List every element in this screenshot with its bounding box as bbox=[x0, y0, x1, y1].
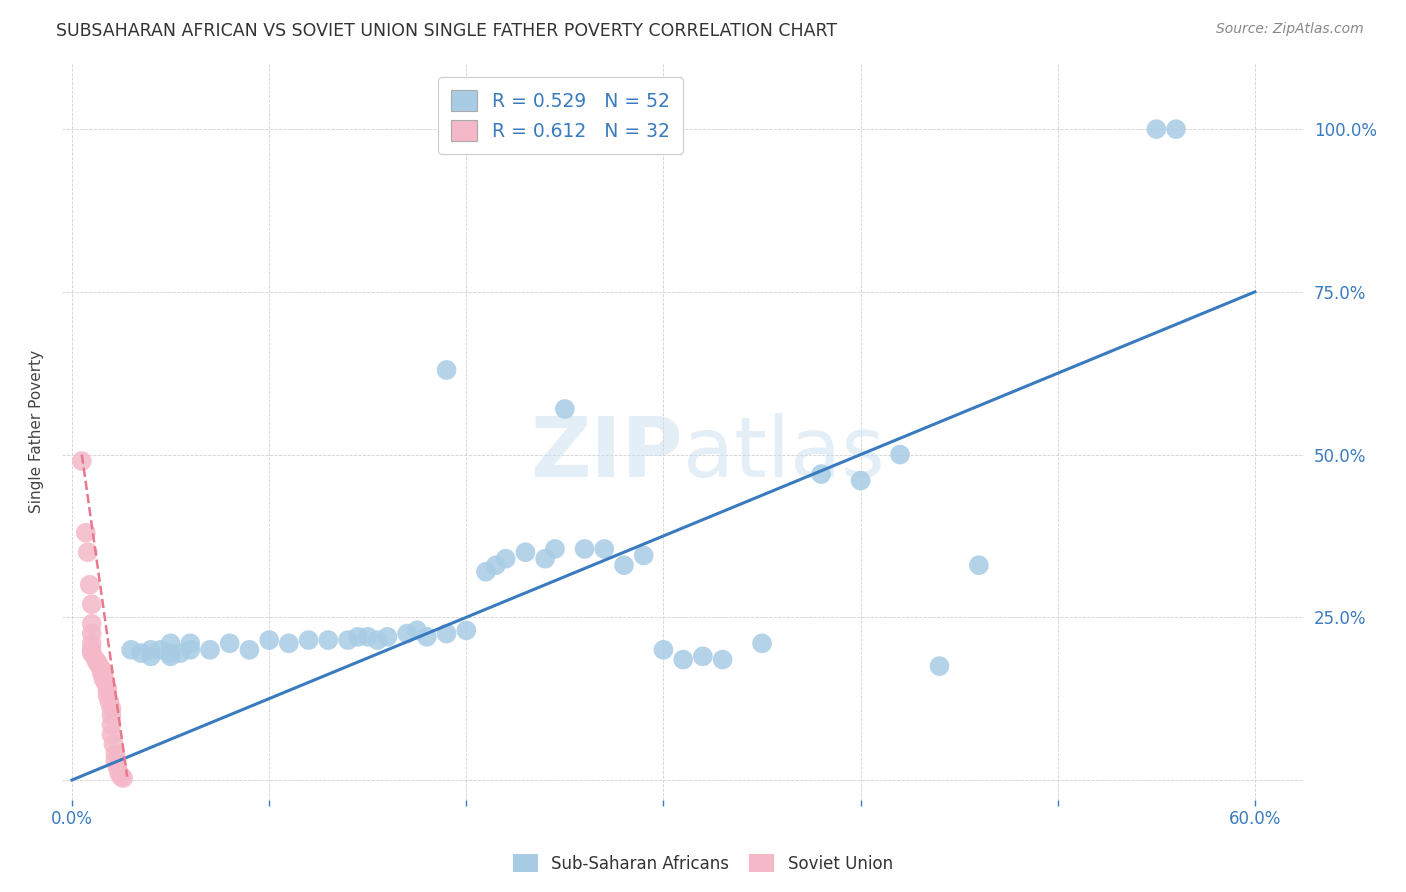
Point bbox=[593, 541, 616, 556]
Point bbox=[316, 633, 339, 648]
Point bbox=[218, 636, 240, 650]
Point bbox=[179, 636, 201, 650]
Point bbox=[810, 467, 832, 481]
Point bbox=[485, 558, 508, 573]
Point bbox=[76, 545, 98, 559]
Point bbox=[75, 525, 97, 540]
Point bbox=[80, 597, 103, 611]
Point bbox=[139, 643, 162, 657]
Point bbox=[554, 402, 576, 417]
Point bbox=[406, 624, 429, 638]
Point bbox=[367, 633, 389, 648]
Point bbox=[100, 717, 122, 731]
Point bbox=[1164, 122, 1187, 136]
Point bbox=[179, 643, 201, 657]
Legend: R = 0.529   N = 52, R = 0.612   N = 32: R = 0.529 N = 52, R = 0.612 N = 32 bbox=[437, 77, 683, 153]
Point bbox=[139, 649, 162, 664]
Point bbox=[80, 636, 103, 650]
Point bbox=[751, 636, 773, 650]
Point bbox=[257, 633, 280, 648]
Point bbox=[149, 643, 172, 657]
Point bbox=[105, 760, 128, 774]
Point bbox=[103, 737, 125, 751]
Point bbox=[633, 549, 655, 563]
Point bbox=[79, 578, 101, 592]
Point bbox=[100, 701, 122, 715]
Point bbox=[1144, 122, 1167, 136]
Point bbox=[94, 675, 117, 690]
Point bbox=[129, 646, 152, 660]
Point bbox=[104, 754, 127, 768]
Point bbox=[169, 646, 191, 660]
Point bbox=[100, 727, 122, 741]
Point bbox=[96, 689, 118, 703]
Point bbox=[849, 474, 872, 488]
Point bbox=[495, 551, 517, 566]
Text: Source: ZipAtlas.com: Source: ZipAtlas.com bbox=[1216, 22, 1364, 37]
Point bbox=[337, 633, 360, 648]
Point bbox=[928, 659, 950, 673]
Point bbox=[436, 626, 458, 640]
Point bbox=[93, 669, 115, 683]
Point bbox=[357, 630, 380, 644]
Legend: Sub-Saharan Africans, Soviet Union: Sub-Saharan Africans, Soviet Union bbox=[506, 847, 900, 880]
Point bbox=[89, 659, 111, 673]
Point bbox=[108, 766, 131, 780]
Point bbox=[544, 541, 567, 556]
Point bbox=[396, 626, 419, 640]
Point bbox=[475, 565, 498, 579]
Point bbox=[416, 630, 439, 644]
Point bbox=[456, 624, 478, 638]
Point bbox=[80, 643, 103, 657]
Y-axis label: Single Father Poverty: Single Father Poverty bbox=[30, 351, 44, 514]
Point bbox=[86, 656, 108, 670]
Point bbox=[104, 747, 127, 761]
Point bbox=[297, 633, 319, 648]
Point bbox=[277, 636, 299, 650]
Point bbox=[159, 649, 181, 664]
Point bbox=[80, 646, 103, 660]
Point bbox=[574, 541, 596, 556]
Text: atlas: atlas bbox=[683, 413, 884, 494]
Point bbox=[652, 643, 675, 657]
Point bbox=[110, 770, 132, 784]
Point bbox=[159, 646, 181, 660]
Point bbox=[347, 630, 370, 644]
Point bbox=[80, 626, 103, 640]
Point bbox=[112, 771, 135, 785]
Point bbox=[70, 454, 93, 468]
Point bbox=[238, 643, 260, 657]
Point bbox=[613, 558, 636, 573]
Point bbox=[534, 551, 557, 566]
Point bbox=[672, 652, 695, 666]
Point bbox=[93, 672, 115, 686]
Point bbox=[96, 681, 118, 696]
Point bbox=[84, 652, 107, 666]
Point bbox=[711, 652, 734, 666]
Point bbox=[90, 665, 112, 680]
Text: ZIP: ZIP bbox=[530, 413, 683, 494]
Point bbox=[120, 643, 142, 657]
Point bbox=[159, 636, 181, 650]
Point bbox=[692, 649, 714, 664]
Point bbox=[90, 662, 112, 676]
Point bbox=[515, 545, 537, 559]
Point bbox=[98, 695, 121, 709]
Point bbox=[436, 363, 458, 377]
Text: SUBSAHARAN AFRICAN VS SOVIET UNION SINGLE FATHER POVERTY CORRELATION CHART: SUBSAHARAN AFRICAN VS SOVIET UNION SINGL… bbox=[56, 22, 838, 40]
Point bbox=[100, 707, 122, 722]
Point bbox=[967, 558, 990, 573]
Point bbox=[198, 643, 221, 657]
Point bbox=[80, 616, 103, 631]
Point bbox=[889, 448, 911, 462]
Point bbox=[377, 630, 399, 644]
